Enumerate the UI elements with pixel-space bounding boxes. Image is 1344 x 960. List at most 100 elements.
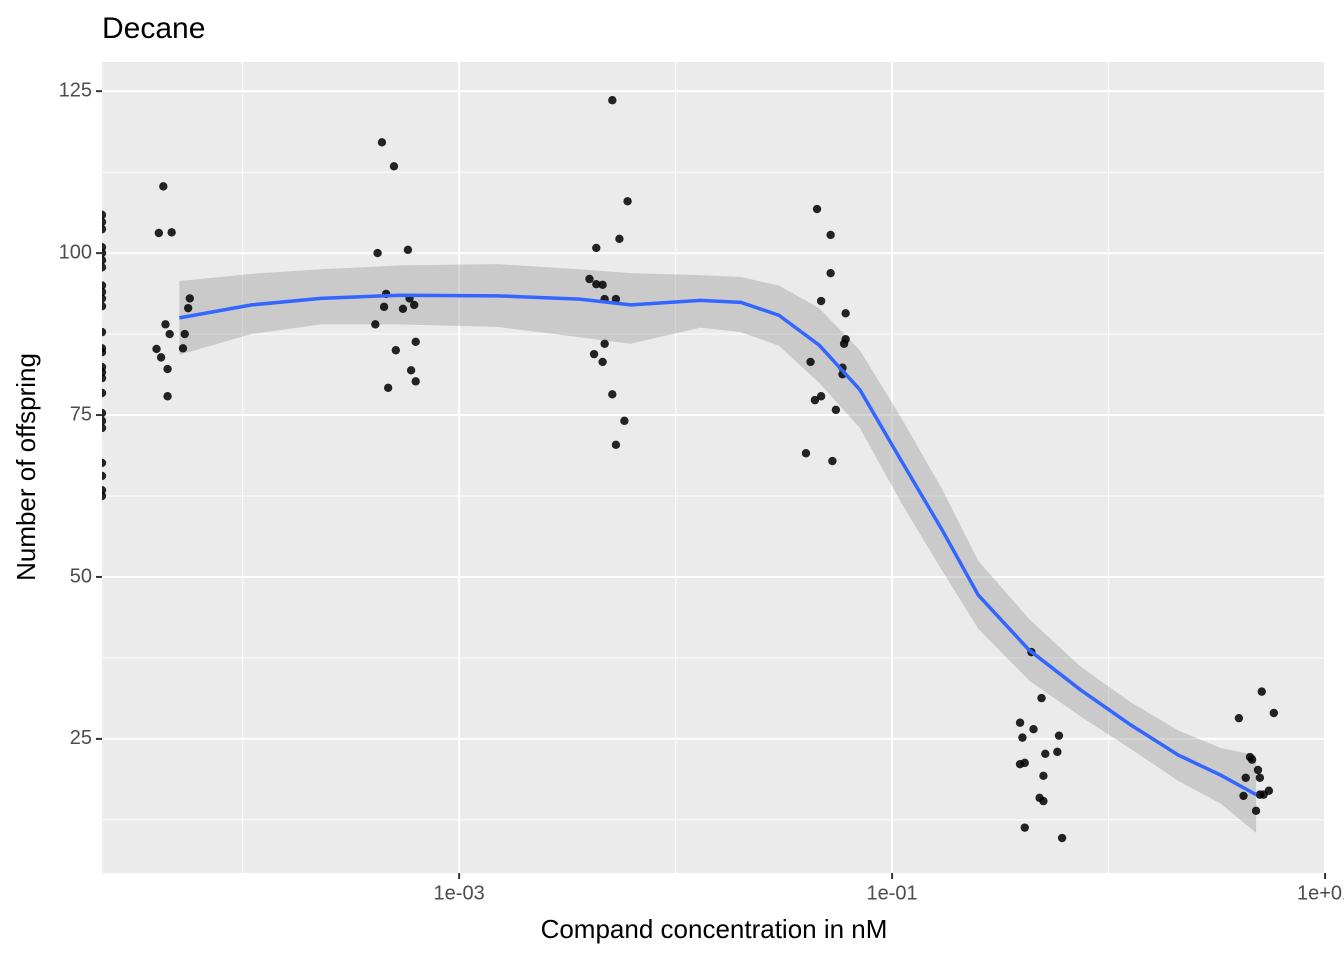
x-tick-label: 1e+01 — [1297, 882, 1344, 904]
data-point — [608, 390, 617, 399]
data-point — [828, 456, 837, 466]
data-point — [598, 357, 607, 367]
data-point — [102, 347, 107, 357]
data-point — [615, 234, 624, 244]
data-point — [589, 349, 599, 359]
y-axis-title: Number of offspring — [11, 353, 41, 581]
data-point — [585, 274, 594, 284]
data-point — [611, 440, 621, 450]
data-point — [1255, 773, 1265, 782]
data-point — [406, 366, 416, 375]
y-tick-label: 125 — [59, 79, 92, 101]
y-tick-label: 100 — [59, 241, 92, 263]
data-point — [102, 224, 107, 234]
data-point — [161, 320, 170, 329]
data-point — [816, 392, 826, 401]
data-point — [1015, 759, 1025, 769]
data-point — [102, 416, 107, 426]
x-tick-label: 1e-01 — [867, 882, 918, 904]
data-point — [102, 287, 107, 297]
data-point — [403, 245, 413, 255]
data-point — [810, 395, 820, 405]
data-point — [391, 346, 401, 355]
data-point — [373, 248, 382, 258]
data-point — [841, 309, 850, 318]
data-point — [1029, 724, 1038, 734]
y-tick-label: 50 — [70, 565, 92, 587]
data-point — [801, 449, 811, 458]
data-point — [163, 392, 172, 401]
data-point — [389, 162, 399, 171]
x-tick-label: 1e-03 — [434, 882, 485, 904]
data-point — [379, 302, 389, 312]
data-point — [600, 339, 609, 348]
data-point — [163, 364, 172, 374]
data-point — [1269, 708, 1279, 718]
data-point — [102, 210, 107, 220]
confidence-band — [179, 264, 1257, 833]
data-point — [816, 296, 826, 306]
data-point — [377, 138, 387, 147]
data-point — [1015, 718, 1025, 727]
smooth-line — [179, 293, 1257, 797]
data-point — [156, 353, 166, 362]
data-point — [102, 423, 107, 433]
data-point — [102, 373, 107, 383]
data-point — [1039, 771, 1048, 781]
data-point — [826, 230, 835, 240]
y-tick-label: 75 — [70, 403, 92, 425]
data-point — [152, 344, 161, 354]
data-point — [165, 329, 174, 339]
data-point — [1255, 790, 1265, 799]
chart-title: Decane — [102, 12, 205, 45]
data-point — [1057, 833, 1067, 843]
data-point — [831, 405, 841, 415]
data-point — [826, 268, 835, 278]
data-point — [102, 491, 107, 501]
data-point — [102, 388, 107, 398]
data-point — [180, 329, 189, 339]
data-point — [102, 471, 107, 481]
data-point — [102, 458, 107, 468]
y-tick-label: 25 — [70, 727, 92, 749]
data-point — [167, 228, 176, 237]
data-point — [102, 327, 107, 337]
data-point — [1253, 765, 1263, 775]
data-point — [1039, 796, 1048, 806]
data-point — [1037, 693, 1046, 703]
plot-area — [102, 62, 1326, 873]
data-point — [371, 320, 380, 329]
data-point — [102, 217, 107, 227]
data-point — [102, 302, 107, 311]
data-point — [1247, 755, 1257, 764]
data-point — [598, 280, 607, 290]
data-point — [185, 294, 195, 303]
data-point — [1041, 749, 1050, 759]
data-point — [102, 248, 107, 258]
data-point — [592, 279, 601, 289]
data-point — [102, 263, 107, 272]
data-point — [159, 182, 168, 191]
data-point — [812, 204, 822, 214]
data-point — [411, 377, 420, 386]
data-point — [102, 408, 107, 418]
data-point — [839, 339, 849, 348]
data-point — [102, 281, 107, 290]
data-point — [806, 357, 815, 367]
panel — [102, 62, 1326, 873]
data-point — [1018, 733, 1027, 742]
data-point — [102, 256, 107, 265]
data-point — [183, 303, 193, 313]
data-point — [623, 197, 632, 206]
data-point — [1234, 713, 1244, 723]
data-point — [1239, 791, 1248, 801]
data-point — [102, 294, 107, 303]
data-point — [178, 344, 188, 353]
data-point — [154, 228, 164, 238]
data-point — [1054, 731, 1064, 740]
data-point — [592, 243, 601, 253]
data-point — [1257, 687, 1266, 696]
data-point — [608, 96, 617, 105]
